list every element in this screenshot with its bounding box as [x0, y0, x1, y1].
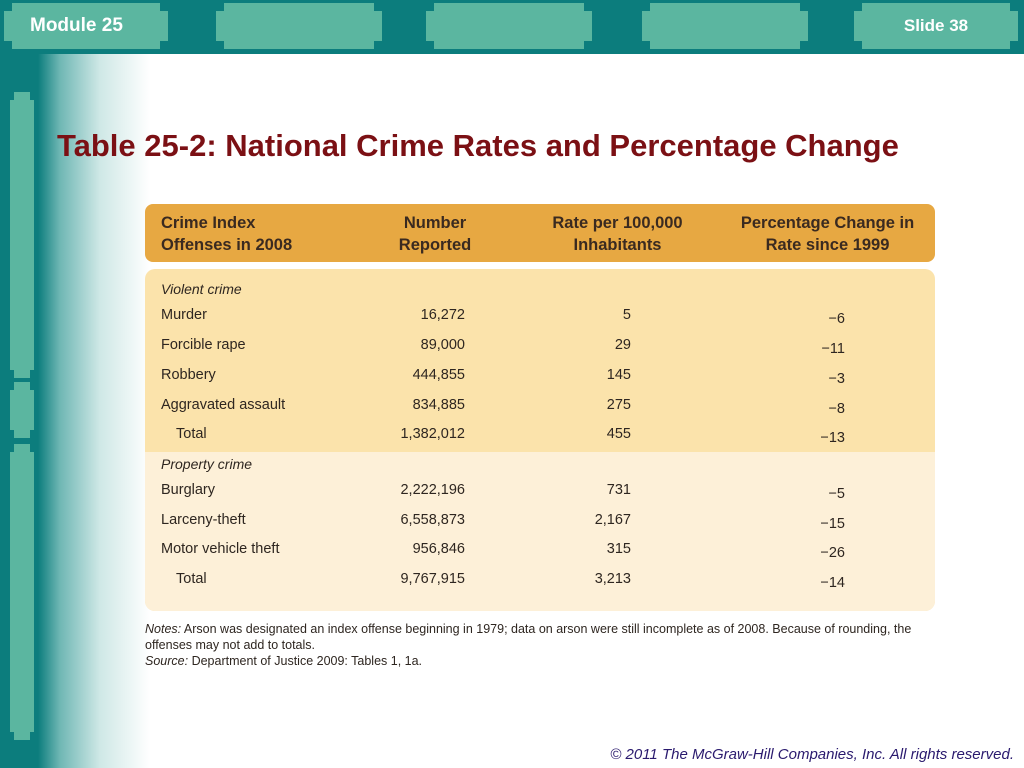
column-header-number: Number Reported: [398, 214, 472, 254]
module-tab: Module 25: [4, 3, 168, 49]
copyright-notice: © 2011 The McGraw-Hill Companies, Inc. A…: [610, 746, 1014, 763]
slide-number: Slide 38: [903, 16, 969, 35]
table-body: Violent crime Murder 16,272 5 −6 Forcibl…: [145, 269, 935, 611]
row-number: 6,558,873: [400, 512, 465, 528]
side-bar: [0, 54, 150, 768]
table-header: Crime Index Offenses in 2008 Number Report…: [145, 204, 935, 262]
row-offense: Murder: [161, 307, 207, 323]
row-offense: Robbery: [161, 367, 216, 383]
row-number: 16,272: [420, 307, 465, 323]
row-rate: 5: [622, 307, 631, 323]
row-offense: Burglary: [161, 482, 215, 498]
row-change: −15: [820, 516, 845, 532]
column-header-offense: Crime Index Offenses in 2008: [161, 214, 293, 254]
page-title: Table 25-2: National Crime Rates and Per…: [57, 128, 899, 163]
decorative-side-tab: [10, 382, 34, 438]
row-offense: Aggravated assault: [161, 397, 286, 413]
row-offense: Larceny-theft: [161, 512, 246, 528]
decorative-side-tab: [10, 92, 34, 378]
row-rate: 315: [606, 541, 631, 557]
section-heading-property: Property crime: [161, 456, 253, 472]
decorative-tab: [642, 3, 808, 49]
decorative-tab: [426, 3, 592, 49]
row-offense-total: Total: [176, 571, 207, 587]
row-change: −5: [828, 486, 845, 502]
row-number: 9,767,915: [400, 571, 465, 587]
slide-tab: Slide 38: [854, 3, 1018, 49]
decorative-side-tab: [10, 444, 34, 740]
row-change: −6: [828, 311, 845, 327]
row-change: −11: [821, 341, 845, 357]
row-offense: Forcible rape: [161, 337, 246, 353]
row-change: −8: [828, 401, 845, 417]
row-change: −3: [828, 371, 845, 387]
property-crime-band: [145, 452, 935, 611]
notes-line: Notes: Arson was designated an index off…: [145, 622, 912, 652]
row-change: −14: [820, 575, 845, 591]
row-rate: 731: [606, 482, 631, 498]
row-number: 1,382,012: [400, 426, 465, 442]
row-number: 956,846: [412, 541, 465, 557]
top-bar: Module 25 Slide 38: [0, 0, 1024, 54]
row-offense: Motor vehicle theft: [161, 541, 280, 557]
row-rate: 275: [606, 397, 631, 413]
row-rate: 29: [614, 337, 631, 353]
column-header-change: Percentage Change in Rate since 1999: [740, 214, 915, 254]
row-rate: 2,167: [594, 512, 631, 528]
row-change: −26: [820, 545, 845, 561]
row-rate: 145: [606, 367, 631, 383]
table-notes: Notes: Arson was designated an index off…: [145, 621, 935, 669]
row-number: 834,885: [412, 397, 465, 413]
row-rate: 3,213: [594, 571, 631, 587]
module-label: Module 25: [30, 15, 123, 36]
row-change: −13: [820, 430, 845, 446]
section-heading-violent: Violent crime: [161, 281, 242, 297]
decorative-tab: [216, 3, 382, 49]
column-header-rate: Rate per 100,000 Inhabitants: [552, 214, 683, 254]
row-offense-total: Total: [176, 426, 207, 442]
row-rate: 455: [606, 426, 631, 442]
row-number: 2,222,196: [400, 482, 465, 498]
crime-table: Crime Index Offenses in 2008 Number Report…: [145, 204, 935, 611]
row-number: 89,000: [420, 337, 465, 353]
row-number: 444,855: [412, 367, 465, 383]
source-line: Source: Department of Justice 2009: Tabl…: [145, 654, 423, 668]
